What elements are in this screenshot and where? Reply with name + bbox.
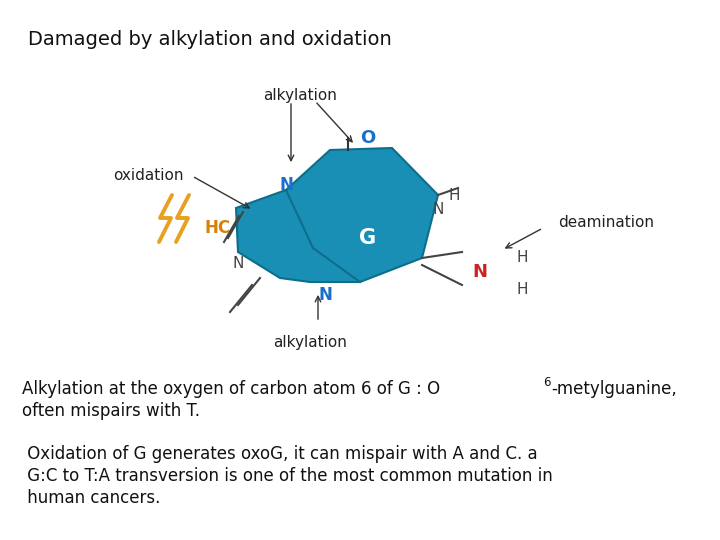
Text: alkylation: alkylation: [263, 88, 337, 103]
Text: G:C to T:A transversion is one of the most common mutation in: G:C to T:A transversion is one of the mo…: [22, 467, 553, 485]
Text: alkylation: alkylation: [273, 335, 347, 350]
Text: N: N: [279, 176, 293, 194]
Text: human cancers.: human cancers.: [22, 489, 161, 507]
Text: H: H: [516, 249, 528, 265]
Text: -metylguanine,: -metylguanine,: [551, 380, 677, 398]
Text: N: N: [432, 202, 444, 218]
Text: oxidation: oxidation: [113, 168, 184, 183]
Text: G: G: [359, 228, 377, 248]
Text: N: N: [318, 286, 332, 304]
Text: H: H: [516, 282, 528, 298]
Text: O: O: [361, 129, 376, 147]
Text: Damaged by alkylation and oxidation: Damaged by alkylation and oxidation: [28, 30, 392, 49]
Text: deamination: deamination: [558, 215, 654, 230]
Text: N: N: [472, 263, 487, 281]
Text: 6: 6: [543, 376, 551, 389]
Text: Alkylation at the oxygen of carbon atom 6 of G : O: Alkylation at the oxygen of carbon atom …: [22, 380, 440, 398]
Text: N: N: [233, 255, 243, 271]
Text: often mispairs with T.: often mispairs with T.: [22, 402, 200, 420]
Text: Oxidation of G generates oxoG, it can mispair with A and C. a: Oxidation of G generates oxoG, it can mi…: [22, 445, 538, 463]
Text: H: H: [449, 187, 460, 202]
Text: HC: HC: [205, 219, 231, 237]
Polygon shape: [236, 148, 438, 282]
